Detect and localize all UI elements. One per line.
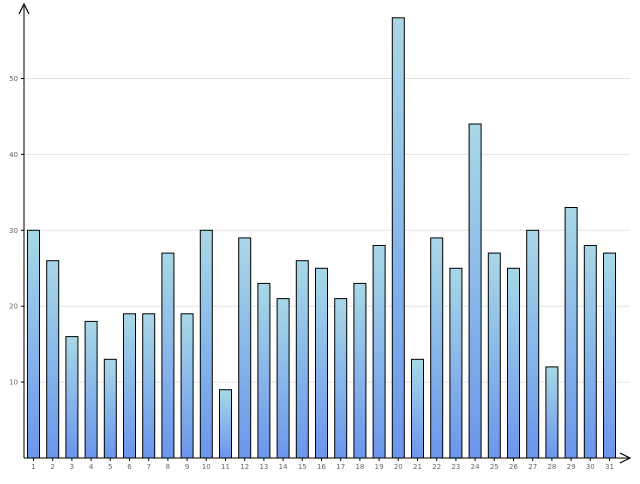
x-tick-label: 12 xyxy=(240,463,249,471)
x-tick-label: 6 xyxy=(127,463,132,471)
bar xyxy=(334,298,348,459)
x-tick-label: 14 xyxy=(279,463,288,471)
y-tick-label: 10 xyxy=(9,379,18,387)
bar xyxy=(103,358,117,459)
x-tick-label: 21 xyxy=(413,463,422,471)
bar xyxy=(46,260,60,459)
bar xyxy=(545,366,559,459)
bar xyxy=(27,229,40,459)
x-tick-label: 24 xyxy=(471,463,480,471)
x-tick-label: 22 xyxy=(432,463,441,471)
x-tick-label: 27 xyxy=(528,463,537,471)
bar xyxy=(238,237,252,459)
bar xyxy=(276,298,290,459)
bar xyxy=(411,358,424,459)
x-tick-label: 1 xyxy=(31,463,35,471)
x-tick-label: 30 xyxy=(586,463,595,471)
bar xyxy=(468,123,482,459)
bars xyxy=(27,17,616,459)
x-tick-label: 17 xyxy=(336,463,345,471)
y-tick-label: 50 xyxy=(9,75,18,83)
bar xyxy=(142,313,156,459)
x-tick-label: 16 xyxy=(317,463,326,471)
bar xyxy=(315,267,328,459)
bar xyxy=(257,282,271,459)
x-tick-label: 31 xyxy=(605,463,614,471)
bar xyxy=(564,207,578,459)
y-tick-label: 40 xyxy=(9,151,18,159)
x-tick-label: 23 xyxy=(451,463,460,471)
bar xyxy=(487,252,501,459)
x-tick-label: 10 xyxy=(202,463,211,471)
bar xyxy=(84,320,98,459)
x-tick-label: 3 xyxy=(70,463,74,471)
y-tick-label: 30 xyxy=(9,227,18,235)
bar xyxy=(199,229,213,459)
x-tick-labels: 1 2 3 4 5 6 7 8 9 10 11 12 13 14 15 16 17 18 19 20 21 22 23 24 2… xyxy=(31,463,614,471)
x-tick-label: 11 xyxy=(221,463,230,471)
bar xyxy=(449,267,463,459)
bar xyxy=(583,245,597,459)
bar xyxy=(430,237,444,459)
bar xyxy=(123,313,136,459)
x-tick-label: 25 xyxy=(490,463,499,471)
x-tick-label: 2 xyxy=(50,463,54,471)
axes xyxy=(18,2,632,464)
y-tick-labels: 10 20 30 40 50 xyxy=(9,75,18,387)
bar xyxy=(391,17,405,459)
x-tick-label: 7 xyxy=(146,463,150,471)
bar xyxy=(603,252,616,459)
x-tick-label: 8 xyxy=(166,463,170,471)
bar xyxy=(219,389,232,459)
bar xyxy=(295,260,309,459)
bar xyxy=(353,282,367,459)
bar xyxy=(526,229,540,459)
bar xyxy=(180,313,194,459)
x-tick-label: 18 xyxy=(355,463,364,471)
bar xyxy=(65,336,79,459)
x-tick-label: 19 xyxy=(375,463,384,471)
x-tick-label: 28 xyxy=(547,463,556,471)
x-axis-arrow xyxy=(619,452,632,464)
x-tick-label: 15 xyxy=(298,463,307,471)
y-axis-arrow xyxy=(18,2,30,15)
x-tick-label: 9 xyxy=(185,463,189,471)
x-tick-label: 29 xyxy=(567,463,576,471)
x-tick-label: 5 xyxy=(108,463,112,471)
y-tick-label: 20 xyxy=(9,303,18,311)
x-tick-label: 4 xyxy=(89,463,94,471)
bar xyxy=(161,252,175,459)
bar xyxy=(507,267,520,459)
x-tick-label: 20 xyxy=(394,463,403,471)
x-tick-label: 13 xyxy=(259,463,268,471)
x-tick-label: 26 xyxy=(509,463,518,471)
bar xyxy=(372,245,386,459)
